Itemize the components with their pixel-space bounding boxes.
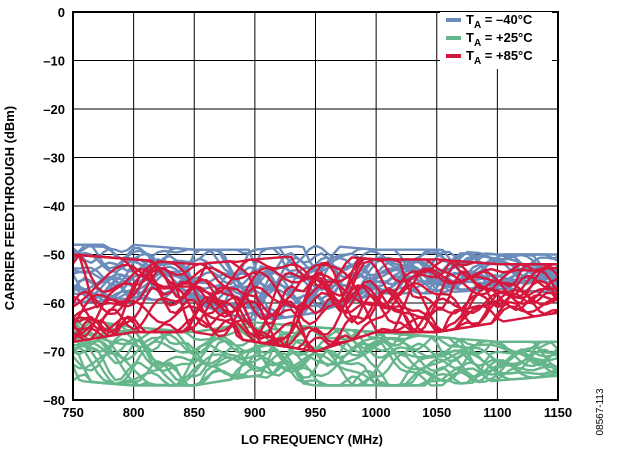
- series-line: [72, 253, 559, 321]
- curves: [71, 243, 560, 387]
- y-tick-label: –20: [43, 102, 65, 117]
- series-line: [72, 260, 559, 338]
- y-tick-label: –40: [43, 199, 65, 214]
- figure-id: 08567-113: [595, 388, 606, 436]
- x-tick-label: 950: [305, 405, 327, 420]
- y-tick-label: 0: [58, 5, 65, 20]
- x-tick-label: 1150: [544, 405, 572, 420]
- plot-frame: [72, 11, 559, 401]
- series-line: [72, 253, 558, 326]
- x-tick-label: 1000: [362, 405, 391, 420]
- x-tick-label: 900: [244, 405, 266, 420]
- series-line: [72, 283, 559, 351]
- series-1: [71, 316, 559, 387]
- y-tick-label: –50: [43, 248, 65, 263]
- x-tick-label: 1050: [422, 405, 451, 420]
- y-tick-label: –60: [43, 296, 65, 311]
- legend-label: TA = +85°C: [466, 48, 533, 67]
- series-line: [72, 259, 559, 340]
- x-axis-title: LO FREQUENCY (MHz): [241, 432, 383, 447]
- y-tick-label: –30: [43, 151, 65, 166]
- x-tick-label: 1100: [483, 405, 511, 420]
- series-line: [72, 346, 559, 387]
- legend: TA = –40°CTA = +25°CTA = +85°C: [440, 12, 552, 69]
- y-tick-labels: 0 –10 –20 –30 –40 –50 –60 –70 –80: [43, 5, 65, 408]
- series-line: [73, 243, 559, 293]
- y-tick-label: –80: [43, 393, 65, 408]
- series-2: [71, 253, 560, 353]
- series-line: [72, 243, 559, 288]
- x-tick-labels: 750 800 850 900 950 1000 1050 1100 1150: [62, 405, 572, 420]
- legend-label: TA = +25°C: [466, 30, 533, 49]
- series-line: [72, 331, 559, 387]
- legend-label: TA = –40°C: [466, 12, 533, 31]
- x-tick-label: 850: [183, 405, 205, 420]
- x-tick-label: 750: [62, 405, 84, 420]
- y-axis-title: CARRIER FEEDTHROUGH (dBm): [2, 106, 17, 310]
- y-tick-label: –70: [43, 345, 65, 360]
- series-line: [71, 288, 559, 353]
- y-tick-label: –10: [43, 54, 65, 69]
- series-line: [72, 339, 559, 387]
- x-tick-label: 800: [123, 405, 145, 420]
- series-line: [71, 268, 560, 345]
